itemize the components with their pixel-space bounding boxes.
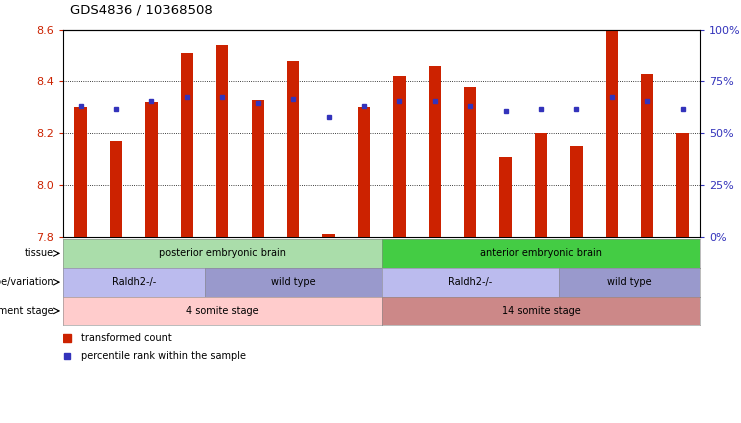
Text: Raldh2-/-: Raldh2-/- [112, 277, 156, 287]
Bar [181, 53, 193, 237]
Text: 4 somite stage: 4 somite stage [186, 306, 259, 316]
Bar [287, 60, 299, 237]
Bar [322, 234, 335, 237]
Bar [464, 87, 476, 237]
Text: percentile rank within the sample: percentile rank within the sample [82, 351, 246, 361]
Text: genotype/variation: genotype/variation [0, 277, 54, 287]
Text: posterior embryonic brain: posterior embryonic brain [159, 248, 286, 258]
Text: development stage: development stage [0, 306, 54, 316]
Text: tissue: tissue [25, 248, 54, 258]
Text: transformed count: transformed count [82, 333, 172, 343]
Bar [358, 107, 370, 237]
Bar [535, 133, 547, 237]
Bar [145, 102, 158, 237]
Text: GDS4836 / 10368508: GDS4836 / 10368508 [70, 4, 213, 17]
Bar [677, 133, 688, 237]
Bar [605, 30, 618, 237]
Bar [216, 45, 228, 237]
Text: wild type: wild type [607, 277, 652, 287]
Bar [75, 107, 87, 237]
Bar [641, 74, 654, 237]
Bar [110, 141, 122, 237]
Text: Raldh2-/-: Raldh2-/- [448, 277, 492, 287]
Text: 14 somite stage: 14 somite stage [502, 306, 580, 316]
Bar [393, 76, 405, 237]
Text: anterior embryonic brain: anterior embryonic brain [480, 248, 602, 258]
Text: wild type: wild type [270, 277, 316, 287]
Bar [570, 146, 582, 237]
Bar [428, 66, 441, 237]
Bar [251, 99, 264, 237]
Bar [499, 157, 512, 237]
